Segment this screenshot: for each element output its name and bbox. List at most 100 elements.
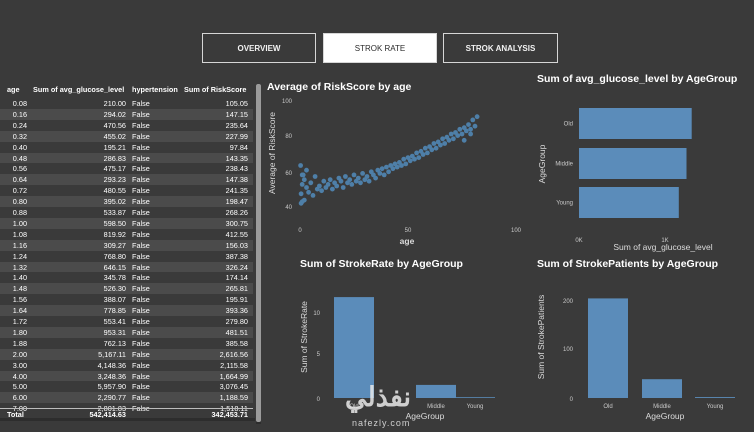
scatter-point[interactable] bbox=[338, 178, 344, 184]
scrollbar-thumb[interactable] bbox=[256, 84, 261, 422]
scatter-point[interactable] bbox=[416, 155, 422, 160]
table-row[interactable]: 0.16 294.02 False 147.15 bbox=[0, 108, 253, 120]
table-row[interactable]: 0.32 455.02 False 227.99 bbox=[0, 130, 253, 142]
header-hypertension[interactable]: hypertension bbox=[132, 85, 178, 94]
table-row[interactable]: 1.16 309.27 False 156.03 bbox=[0, 239, 253, 251]
strokerate-bar[interactable] bbox=[416, 384, 456, 398]
scatter-point[interactable] bbox=[299, 172, 305, 178]
scatter-point[interactable] bbox=[327, 177, 333, 183]
scatter-point[interactable] bbox=[325, 182, 331, 187]
scatter-point[interactable] bbox=[310, 193, 316, 198]
table-row[interactable]: 0.80 395.02 False 198.47 bbox=[0, 196, 253, 207]
table-row[interactable]: 4.00 3,248.36 False 1,664.99 bbox=[0, 370, 253, 382]
table-row[interactable]: 1.56 388.07 False 195.91 bbox=[0, 294, 253, 305]
scatter-point[interactable] bbox=[472, 123, 478, 129]
scatter-point[interactable] bbox=[461, 137, 467, 143]
strokepatients-bar[interactable] bbox=[588, 298, 628, 398]
scatter-point[interactable] bbox=[433, 145, 439, 151]
scatter-point[interactable] bbox=[412, 156, 417, 162]
scatter-point[interactable] bbox=[390, 166, 396, 172]
scatter-point[interactable] bbox=[401, 156, 407, 162]
header-glucose[interactable]: Sum of avg_glucose_level bbox=[33, 85, 125, 94]
tab-strok-analysis[interactable]: STROK ANALYSIS bbox=[443, 33, 558, 63]
header-age[interactable]: age bbox=[7, 85, 20, 94]
tab-strok-rate[interactable]: STROK RATE bbox=[323, 33, 437, 63]
scatter-point[interactable] bbox=[343, 174, 348, 179]
table-row[interactable]: 5.00 5,957.90 False 3,076.45 bbox=[0, 381, 253, 392]
scatter-point[interactable] bbox=[425, 150, 430, 156]
glucose-bar[interactable] bbox=[579, 148, 687, 179]
scatter-point[interactable] bbox=[466, 122, 471, 127]
scatter-point[interactable] bbox=[420, 152, 426, 157]
scatter-point[interactable] bbox=[319, 188, 324, 194]
scatter-point[interactable] bbox=[474, 114, 480, 120]
table-row[interactable]: 0.56 475.17 False 238.43 bbox=[0, 163, 253, 174]
scatter-point[interactable] bbox=[407, 158, 413, 164]
glucose-bar[interactable] bbox=[579, 108, 692, 139]
scatter-point[interactable] bbox=[403, 161, 409, 167]
table-row[interactable]: 1.72 553.41 False 279.80 bbox=[0, 316, 253, 327]
scatter-point[interactable] bbox=[451, 136, 456, 142]
scatter-point[interactable] bbox=[429, 147, 435, 153]
table-row[interactable]: 3.00 4,148.36 False 2,115.58 bbox=[0, 360, 253, 371]
scatter-point[interactable] bbox=[355, 175, 361, 181]
scatter-point[interactable] bbox=[301, 197, 307, 203]
scatter-point[interactable] bbox=[422, 145, 428, 151]
strokerate-bar[interactable] bbox=[455, 397, 495, 398]
table-row[interactable]: 1.48 526.30 False 265.81 bbox=[0, 283, 253, 295]
scatter-point[interactable] bbox=[394, 164, 400, 170]
scatter-point[interactable] bbox=[299, 182, 305, 187]
table-row[interactable]: 0.88 533.87 False 268.26 bbox=[0, 207, 253, 218]
scatter-point[interactable] bbox=[438, 142, 443, 148]
table-row[interactable]: 1.64 778.85 False 393.36 bbox=[0, 305, 253, 316]
scatter-point[interactable] bbox=[459, 131, 465, 137]
table-row[interactable]: 6.00 2,290.77 False 1,188.59 bbox=[0, 392, 253, 404]
scatter-point[interactable] bbox=[448, 131, 454, 137]
table-row[interactable]: 0.40 195.21 False 97.84 bbox=[0, 142, 253, 153]
table-vertical-scrollbar[interactable] bbox=[256, 84, 261, 424]
table-row[interactable]: 1.80 953.31 False 481.51 bbox=[0, 326, 253, 338]
scatter-point[interactable] bbox=[379, 166, 385, 172]
table-horizontal-scrollbar[interactable] bbox=[0, 418, 255, 421]
table-row[interactable]: 1.24 768.80 False 387.38 bbox=[0, 251, 253, 262]
glucose-bar[interactable] bbox=[579, 187, 679, 218]
scatter-point[interactable] bbox=[431, 141, 437, 146]
scatter-point[interactable] bbox=[340, 185, 346, 190]
scatter-point[interactable] bbox=[298, 163, 303, 168]
scatter-point[interactable] bbox=[373, 175, 378, 181]
table-row[interactable]: 1.00 598.50 False 300.75 bbox=[0, 217, 253, 229]
table-row[interactable]: 0.64 293.23 False 147.38 bbox=[0, 174, 253, 186]
strokepatients-bar[interactable] bbox=[695, 397, 735, 398]
scatter-point[interactable] bbox=[364, 174, 370, 179]
table-row[interactable]: 0.24 470.56 False 235.64 bbox=[0, 120, 253, 131]
scatter-point[interactable] bbox=[366, 178, 372, 184]
table-row[interactable]: 1.32 646.15 False 326.24 bbox=[0, 261, 253, 273]
table-row[interactable]: 1.40 345.78 False 174.14 bbox=[0, 272, 253, 283]
scatter-point[interactable] bbox=[358, 180, 363, 186]
scatter-point[interactable] bbox=[446, 137, 452, 143]
table-row[interactable]: 0.72 480.55 False 241.35 bbox=[0, 185, 253, 196]
header-riskscore[interactable]: Sum of RiskScore bbox=[184, 85, 247, 94]
scatter-point[interactable] bbox=[360, 171, 365, 176]
scatter-point[interactable] bbox=[304, 167, 309, 173]
table-row[interactable]: 0.08 210.00 False 105.05 bbox=[0, 98, 253, 109]
strokerate-bar[interactable] bbox=[334, 297, 374, 398]
scatter-point[interactable] bbox=[399, 163, 404, 168]
scatter-point[interactable] bbox=[298, 200, 304, 206]
scatter-point[interactable] bbox=[384, 164, 389, 170]
table-row[interactable]: 0.48 286.83 False 143.35 bbox=[0, 152, 253, 164]
table-row[interactable]: 1.08 819.92 False 412.55 bbox=[0, 229, 253, 240]
scatter-point[interactable] bbox=[468, 131, 473, 137]
scatter-point[interactable] bbox=[457, 126, 463, 132]
scatter-point[interactable] bbox=[455, 133, 461, 138]
table-row[interactable]: 2.00 5,167.11 False 2,616.56 bbox=[0, 348, 253, 360]
table-row[interactable]: 1.88 762.13 False 385.58 bbox=[0, 338, 253, 349]
scatter-point[interactable] bbox=[308, 180, 314, 186]
scatter-point[interactable] bbox=[301, 177, 307, 183]
scatter-point[interactable] bbox=[334, 183, 340, 189]
scatter-point[interactable] bbox=[463, 128, 469, 134]
scatter-point[interactable] bbox=[468, 126, 473, 132]
scatter-point[interactable] bbox=[347, 177, 353, 183]
scatter-point[interactable] bbox=[317, 183, 322, 189]
scatter-point[interactable] bbox=[304, 185, 309, 190]
